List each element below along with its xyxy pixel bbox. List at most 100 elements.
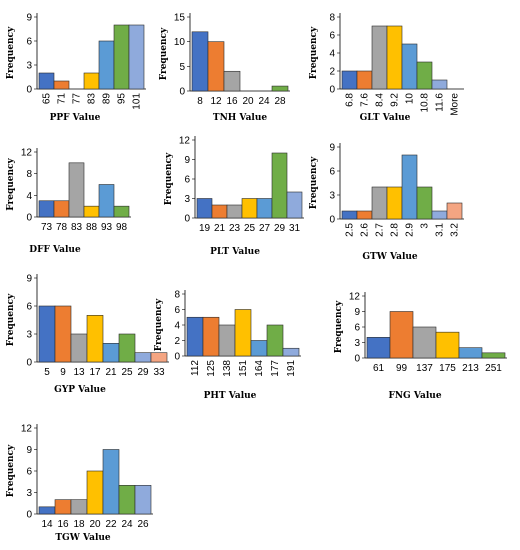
y-tick-label: 0 xyxy=(329,85,335,96)
histogram-bar xyxy=(435,331,460,359)
x-tick-label: 19 xyxy=(199,223,211,234)
chart-tgw-value: 0 3 6 9 12 14 16 18 20 22 24 26 Frequency TGW Value xyxy=(6,424,153,543)
x-tick-label: 2.5 xyxy=(345,223,356,237)
histogram-bar xyxy=(241,198,258,219)
y-axis-title: Frequency xyxy=(6,26,16,79)
y-tick-label: 12 xyxy=(21,148,33,159)
histogram-bar xyxy=(54,305,72,363)
x-tick-label: 78 xyxy=(56,222,68,233)
histogram-bar xyxy=(401,43,418,90)
x-axis-title: GTW Value xyxy=(362,252,418,262)
y-tick-label: 0 xyxy=(329,215,335,226)
x-tick-label: 61 xyxy=(373,363,385,374)
y-axis-title: Frequency xyxy=(309,26,319,79)
x-tick-label: 22 xyxy=(105,519,117,530)
x-tick-label: 14 xyxy=(41,519,53,530)
histogram-bar xyxy=(266,324,284,357)
histogram-bar xyxy=(218,324,236,357)
x-tick-label: 29 xyxy=(274,223,286,234)
x-tick-label: 164 xyxy=(254,360,265,377)
histogram-bar xyxy=(70,333,88,363)
x-tick-label: 12 xyxy=(210,96,222,107)
histogram-bar xyxy=(207,41,225,92)
histogram-bar xyxy=(412,326,437,359)
histogram-bar xyxy=(389,311,414,359)
x-tick-label: 21 xyxy=(105,367,117,378)
y-tick-label: 6 xyxy=(184,175,190,186)
x-tick-label: 20 xyxy=(89,519,101,530)
histogram-bar xyxy=(98,184,115,218)
x-tick-label: 191 xyxy=(286,360,297,377)
x-tick-label: 77 xyxy=(72,93,83,105)
x-tick-label: 73 xyxy=(41,222,53,233)
x-tick-label: 3 xyxy=(420,223,431,229)
y-tick-label: 12 xyxy=(349,292,361,303)
histogram-bar xyxy=(86,315,104,363)
y-tick-label: 2 xyxy=(329,67,335,78)
x-axis-title: TNH Value xyxy=(213,113,268,123)
x-tick-label: 27 xyxy=(259,223,271,234)
y-axis-title: Frequency xyxy=(164,152,174,205)
histogram-bar xyxy=(356,210,373,220)
histogram-bar xyxy=(86,470,104,515)
y-tick-label: 8 xyxy=(174,290,180,301)
y-tick-label: 9 xyxy=(184,155,190,166)
chart-fng-value: 0 3 6 9 12 61 99 137 175 213 251 Frequency FNG Value xyxy=(334,292,507,401)
y-tick-label: 9 xyxy=(26,445,32,456)
x-tick-label: 16 xyxy=(226,96,238,107)
histogram-bar xyxy=(386,25,403,90)
y-axis-title: Frequency xyxy=(6,293,16,346)
x-axis-title: GYP Value xyxy=(54,385,106,395)
y-tick-label: 3 xyxy=(26,61,32,72)
x-tick-label: 65 xyxy=(42,93,53,105)
histogram-bar xyxy=(150,352,168,363)
x-tick-label: 2.9 xyxy=(405,223,416,237)
histogram-bar xyxy=(226,204,243,219)
histogram-bar xyxy=(38,506,56,515)
x-tick-label: 89 xyxy=(102,93,113,105)
x-tick-label: 95 xyxy=(117,93,128,105)
x-tick-label: 8.4 xyxy=(375,93,386,107)
y-tick-label: 0 xyxy=(26,85,32,96)
x-tick-label: 26 xyxy=(137,519,149,530)
histogram-bar xyxy=(386,186,403,220)
histogram-bar xyxy=(113,24,130,90)
y-tick-label: 6 xyxy=(329,31,335,42)
histogram-bar xyxy=(118,485,136,515)
histogram-bar xyxy=(371,186,388,220)
histogram-bar xyxy=(98,40,115,90)
histogram-bar xyxy=(341,210,358,220)
histogram-bar xyxy=(431,79,448,90)
x-axis-title: FNG Value xyxy=(388,391,441,401)
y-tick-label: 4 xyxy=(174,321,180,332)
y-tick-label: 6 xyxy=(26,302,32,313)
x-tick-label: 99 xyxy=(396,363,408,374)
x-tick-label: 101 xyxy=(132,93,143,110)
histogram-bar xyxy=(102,343,120,363)
x-tick-label: 151 xyxy=(238,360,249,377)
x-tick-label: 6.8 xyxy=(345,93,356,107)
x-tick-label: 20 xyxy=(242,96,254,107)
histogram-bar xyxy=(401,154,418,220)
chart-plt-value: 0 3 6 9 12 19 21 23 25 27 29 31 Frequency PLT Value xyxy=(164,136,304,257)
y-tick-label: 15 xyxy=(174,13,186,24)
x-tick-label: 137 xyxy=(416,363,433,374)
chart-glt-value: 0 2 4 6 8 6.8 7.6 8.4 9.2 10 10.8 11.6 More Frequency… xyxy=(309,13,464,123)
histogram-bar xyxy=(356,70,373,90)
y-tick-label: 3 xyxy=(329,191,335,202)
x-tick-label: 18 xyxy=(73,519,85,530)
y-tick-label: 3 xyxy=(354,338,360,349)
chart-dff-value: 0 4 8 12 73 78 83 88 93 98 Frequency DFF Value xyxy=(6,148,131,255)
histogram-bar xyxy=(113,205,130,218)
y-tick-label: 0 xyxy=(179,87,185,98)
histogram-bar xyxy=(371,25,388,90)
y-axis-title: Frequency xyxy=(6,444,16,497)
y-tick-label: 2 xyxy=(174,336,180,347)
histogram-bar xyxy=(366,337,391,359)
x-tick-label: 251 xyxy=(485,363,502,374)
x-tick-label: 2.6 xyxy=(360,223,371,237)
x-tick-label: 9.2 xyxy=(390,93,401,107)
x-tick-label: 71 xyxy=(57,93,68,105)
chart-gtw-value: 0 3 6 9 2.5 2.6 2.7 2.8 2.9 3 3.1 3.2 Frequency GTW V… xyxy=(309,143,464,262)
